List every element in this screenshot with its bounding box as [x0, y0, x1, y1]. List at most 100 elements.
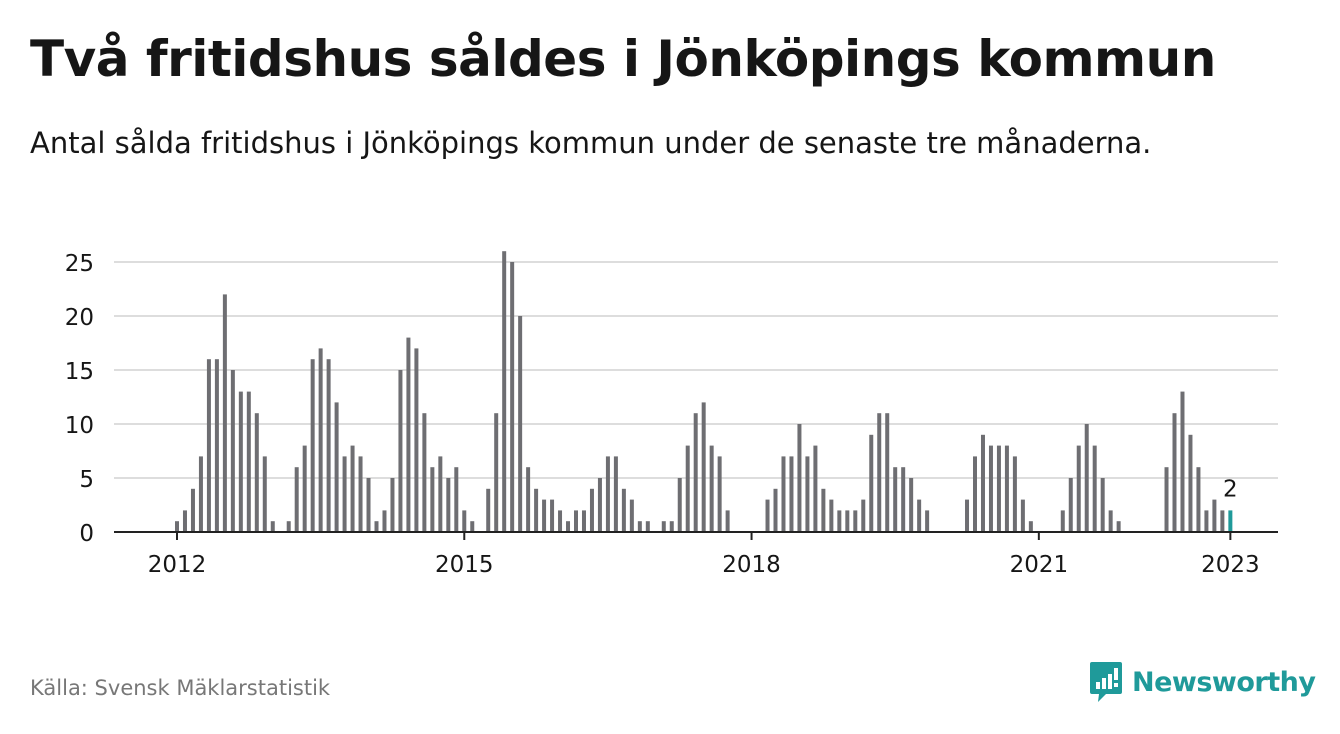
bar — [685, 445, 690, 532]
bar — [1164, 467, 1169, 532]
bar — [1068, 478, 1073, 532]
bar — [717, 456, 722, 532]
bar — [885, 413, 890, 532]
bar — [1092, 445, 1097, 532]
bar — [238, 391, 243, 532]
bar — [374, 521, 379, 532]
bar — [358, 456, 363, 532]
bar — [1020, 499, 1025, 532]
bar — [510, 262, 515, 532]
bar — [1108, 510, 1113, 532]
bar-chart: 0 5 10 15 20 25 2 2012 2015 2018 2021 2023 — [65, 251, 1278, 578]
bar — [198, 456, 203, 532]
bar — [988, 445, 993, 532]
bar — [821, 488, 826, 532]
bar — [980, 434, 985, 532]
bar — [581, 510, 586, 532]
bar — [382, 510, 387, 532]
bar — [486, 488, 491, 532]
bar — [677, 478, 682, 532]
bar — [845, 510, 850, 532]
bar — [1084, 424, 1089, 532]
bar — [470, 521, 475, 532]
bar — [526, 467, 531, 532]
bar — [973, 456, 977, 532]
bar — [669, 521, 674, 532]
bar — [502, 251, 507, 532]
bar — [262, 456, 267, 532]
bar — [605, 456, 610, 532]
bar — [1188, 434, 1193, 532]
bar — [589, 488, 594, 532]
bar — [1116, 521, 1121, 532]
bar — [789, 456, 794, 532]
y-tick-label: 20 — [65, 305, 94, 331]
bar — [1196, 467, 1201, 532]
newsworthy-logo-icon — [1090, 662, 1122, 702]
page-subtitle: Antal sålda fritidshus i Jönköpings komm… — [30, 126, 1152, 160]
bar — [1004, 445, 1009, 532]
bar — [597, 478, 602, 532]
bar — [765, 499, 770, 532]
bar — [629, 499, 634, 532]
bar — [1172, 413, 1177, 532]
bar — [574, 510, 578, 532]
bar — [853, 510, 858, 532]
bar — [534, 488, 539, 532]
bar — [222, 294, 227, 532]
bar — [701, 402, 706, 532]
x-tick-label: 2021 — [1010, 552, 1069, 578]
bar — [342, 456, 347, 532]
bar — [438, 456, 443, 532]
bar — [414, 348, 419, 532]
bar — [781, 456, 786, 532]
bar — [693, 413, 698, 532]
bar — [709, 445, 714, 532]
x-tick-label: 2015 — [435, 552, 494, 578]
bar — [326, 359, 331, 532]
bar — [725, 510, 730, 532]
bar — [558, 510, 563, 532]
bar — [613, 456, 618, 532]
bar — [621, 488, 626, 532]
highlight-bar — [1228, 510, 1233, 532]
bar — [965, 499, 970, 532]
bar — [302, 445, 307, 532]
bar — [286, 521, 291, 532]
bar — [805, 456, 810, 532]
bar — [214, 359, 219, 532]
bar — [206, 359, 211, 532]
x-tick-label: 2023 — [1201, 552, 1260, 578]
bar — [190, 488, 195, 532]
bar — [350, 445, 355, 532]
bar — [430, 467, 435, 532]
brand-logo[interactable]: Newsworthy — [1088, 660, 1316, 704]
bar — [1028, 521, 1033, 532]
x-tick-label: 2012 — [148, 552, 207, 578]
bar — [1204, 510, 1209, 532]
bar — [462, 510, 467, 532]
bar — [637, 521, 642, 532]
bar — [542, 499, 547, 532]
bar — [182, 510, 187, 532]
y-tick-label: 15 — [65, 359, 94, 385]
bar — [1180, 391, 1185, 532]
brand-name: Newsworthy — [1132, 666, 1316, 698]
bar — [1076, 445, 1081, 532]
bar — [813, 445, 818, 532]
bar — [829, 499, 834, 532]
highlight-value-label: 2 — [1223, 476, 1238, 502]
bar — [254, 413, 259, 532]
bar — [398, 370, 403, 532]
bar — [1220, 510, 1225, 532]
bar — [494, 413, 499, 532]
bar — [917, 499, 922, 532]
bar — [446, 478, 451, 532]
x-tick-label: 2018 — [722, 552, 781, 578]
bar — [1060, 510, 1065, 532]
bar — [901, 467, 906, 532]
y-tick-label: 5 — [79, 467, 94, 493]
bar — [294, 467, 299, 532]
bar — [406, 337, 411, 532]
bar — [893, 467, 898, 532]
